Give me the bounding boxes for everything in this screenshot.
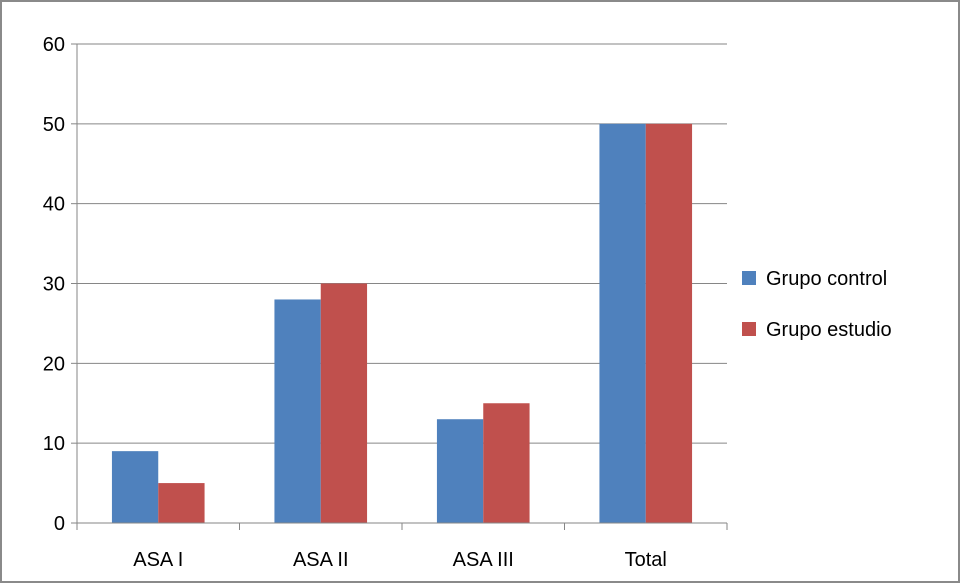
x-tick-label: ASA II [293, 549, 349, 571]
bar-grupo-control-asa-ii [274, 299, 321, 523]
bar-grupo-estudio-asa-iii [483, 403, 530, 523]
legend-label: Grupo control [766, 268, 887, 290]
x-tick-label: Total [625, 549, 667, 571]
bar-grupo-estudio-asa-i [158, 483, 205, 523]
legend-label: Grupo estudio [766, 319, 892, 341]
y-tick-label: 20 [43, 353, 65, 375]
y-tick-label: 0 [54, 513, 65, 535]
y-tick-labels: 0 10 20 30 40 50 60 [43, 34, 65, 535]
x-tick-label: ASA I [133, 549, 183, 571]
y-tick-label: 40 [43, 194, 65, 216]
y-tick-label: 60 [43, 34, 65, 56]
bar-grupo-estudio-total [645, 123, 693, 523]
y-tick-label: 50 [43, 114, 65, 136]
x-tick-label: ASA III [453, 549, 514, 571]
bar-grupo-control-asa-i [111, 451, 159, 523]
legend: Grupo control Grupo estudio [742, 268, 892, 341]
legend-swatch [742, 322, 756, 336]
bars [111, 123, 693, 523]
bar-grupo-estudio-asa-ii [320, 283, 368, 523]
x-tick-labels: ASA I ASA II ASA III Total [133, 549, 667, 571]
bar-grupo-control-asa-iii [436, 419, 484, 523]
y-tick-label: 10 [43, 433, 65, 455]
axes [71, 43, 728, 530]
legend-swatch [742, 271, 756, 285]
bar-grupo-control-total [599, 123, 646, 523]
y-tick-label: 30 [43, 274, 65, 296]
